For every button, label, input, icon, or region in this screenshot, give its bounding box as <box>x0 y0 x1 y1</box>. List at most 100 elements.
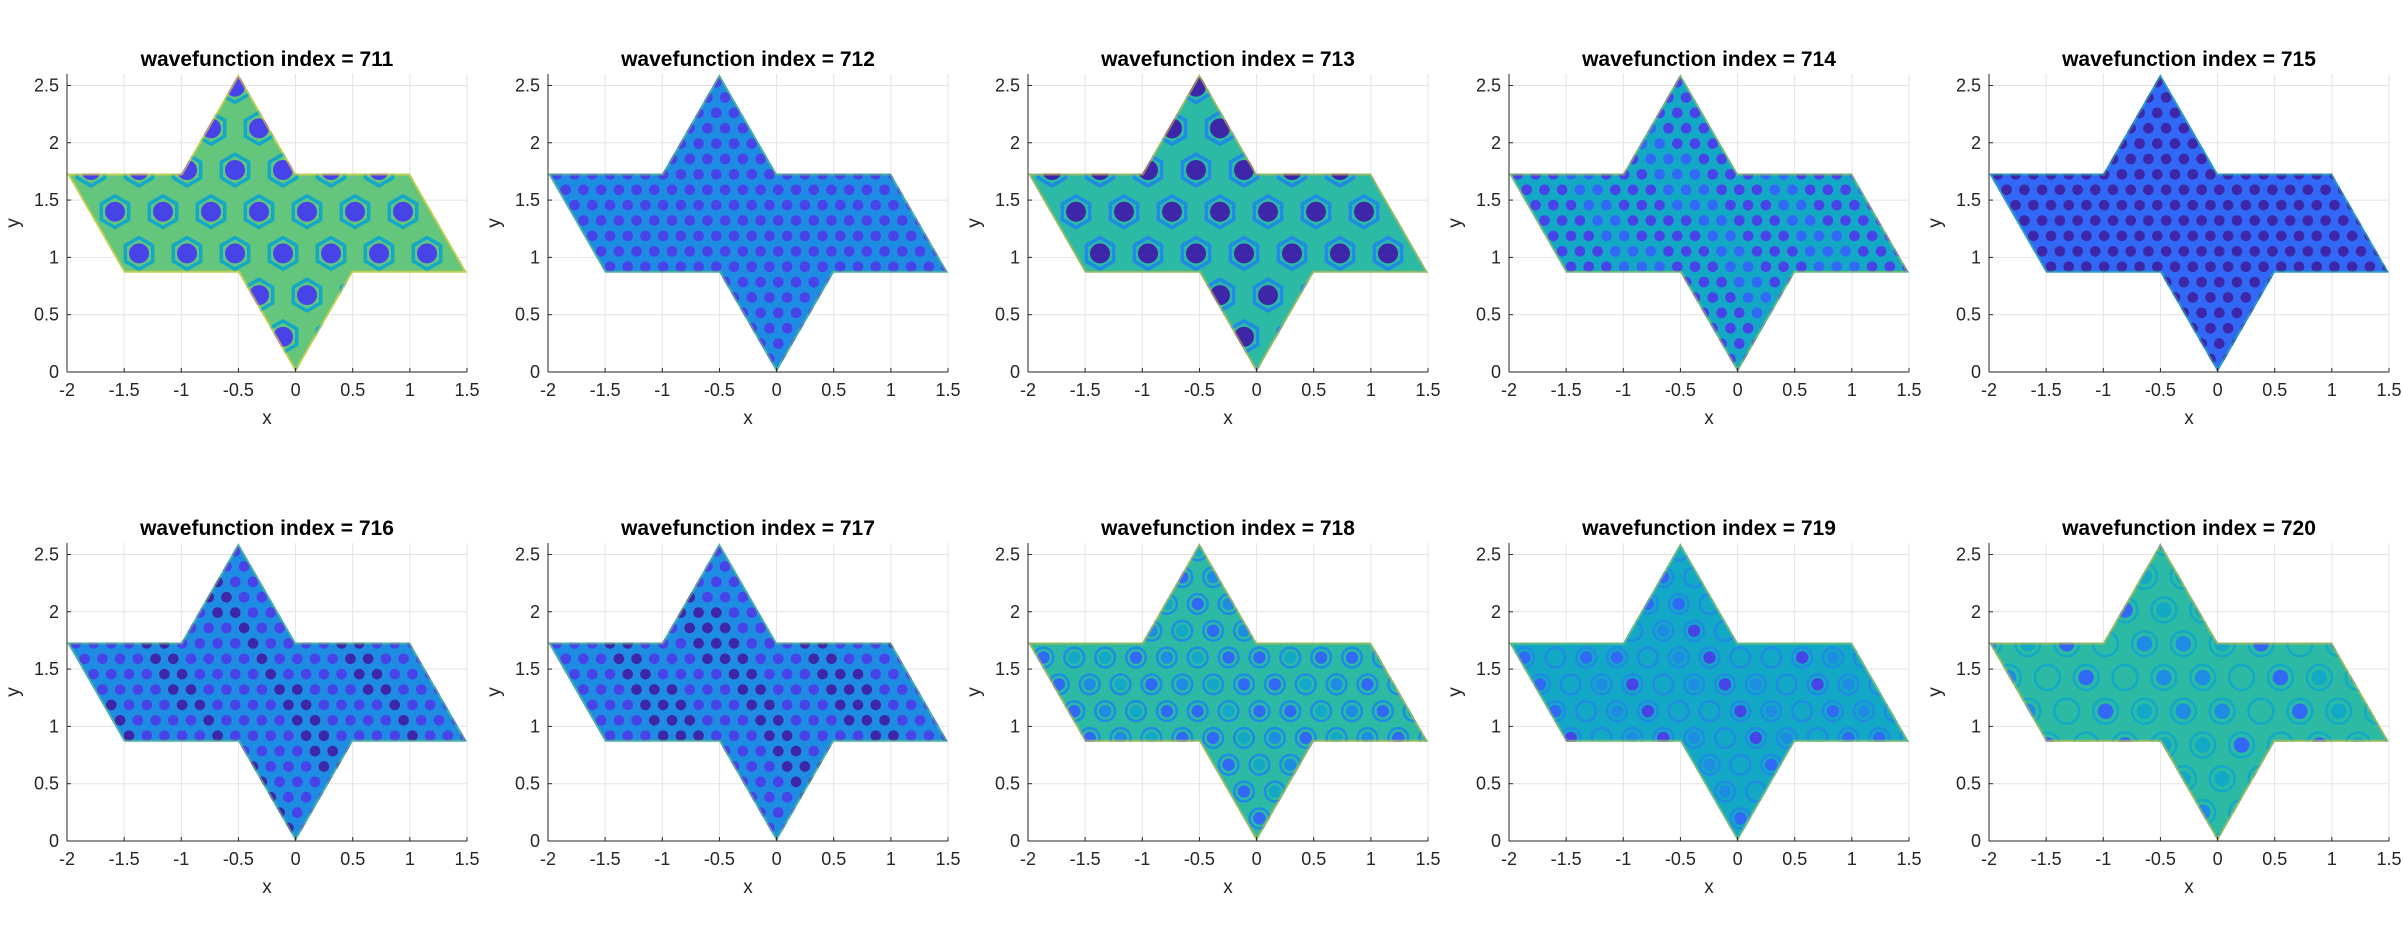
node-dot <box>1992 353 2004 365</box>
node-dot <box>1574 153 1586 165</box>
node-dot <box>817 791 828 803</box>
node-dot <box>578 838 589 841</box>
node-dot <box>834 322 846 334</box>
node-dot <box>398 745 409 757</box>
x-tick-label: 0 <box>1733 380 1743 400</box>
node-dot <box>1751 122 1763 134</box>
node-dot <box>2213 307 2225 319</box>
node-dot <box>1962 737 1978 753</box>
node-dot <box>1160 758 1174 771</box>
node-dot <box>2001 153 2013 165</box>
node-dot <box>2346 230 2358 242</box>
ring <box>1232 726 1256 750</box>
node-dot <box>675 730 687 741</box>
node-dot <box>631 807 642 818</box>
node-dot <box>1098 812 1112 825</box>
node-dot <box>991 839 1003 851</box>
node-dot <box>336 607 347 618</box>
node-dot <box>1330 570 1343 584</box>
node-dot <box>702 591 713 603</box>
node-dot <box>808 276 820 288</box>
node-dot <box>203 653 215 665</box>
node-dot <box>1354 201 1374 222</box>
hex-cell <box>1446 279 1473 311</box>
node-dot <box>2267 215 2278 226</box>
node-dot <box>693 169 704 180</box>
ring <box>1544 543 1567 562</box>
wavefunction-heatmap <box>67 530 467 841</box>
node-dot <box>2391 369 2402 380</box>
ring <box>1590 780 1613 803</box>
ring <box>2286 697 2314 725</box>
node-dot <box>1626 678 1639 691</box>
node-dot <box>2001 338 2013 349</box>
node-dot <box>1645 245 1657 257</box>
node-dot <box>1129 651 1143 664</box>
ring <box>1340 753 1364 776</box>
node-dot <box>1769 215 1781 226</box>
node-dot <box>702 684 713 695</box>
node-dot <box>1556 245 1568 257</box>
node-dot <box>2213 338 2225 349</box>
node-dot <box>622 822 634 834</box>
node-dot <box>79 530 90 541</box>
node-dot <box>256 745 268 757</box>
node-dot <box>896 369 908 372</box>
node-dot <box>746 668 758 680</box>
node-dot <box>959 853 970 864</box>
node-dot <box>896 714 908 726</box>
node-dot <box>843 838 855 841</box>
node-dot <box>327 653 339 665</box>
node-dot <box>2302 153 2314 165</box>
node-dot <box>879 61 890 72</box>
node-dot <box>2284 92 2296 103</box>
node-dot <box>737 369 749 372</box>
node-dot <box>424 576 436 588</box>
node-dot <box>657 822 669 834</box>
node-dot <box>229 761 241 772</box>
node-dot <box>318 576 330 588</box>
node-dot <box>905 261 917 272</box>
node-dot <box>1760 138 1772 149</box>
node-dot <box>1521 184 1533 196</box>
node-dot <box>318 699 330 711</box>
node-dot <box>834 791 846 803</box>
node-dot <box>273 410 293 430</box>
ring <box>2151 868 2176 893</box>
node-dot <box>465 76 467 97</box>
node-dot <box>799 822 811 834</box>
ring <box>1294 780 1317 803</box>
node-dot <box>1822 215 1834 226</box>
ring <box>1402 807 1425 830</box>
node-dot <box>2116 292 2128 303</box>
node-dot <box>764 322 775 334</box>
node-dot <box>1813 322 1825 334</box>
ring <box>1605 646 1629 669</box>
node-dot <box>225 326 245 347</box>
node-dot <box>648 153 660 165</box>
node-dot <box>843 369 855 372</box>
heatmap-background <box>1509 543 1909 841</box>
node-dot <box>640 353 651 365</box>
node-dot <box>1402 285 1422 306</box>
ring <box>1094 646 1117 669</box>
node-dot <box>2178 215 2190 226</box>
node-dot <box>710 730 722 741</box>
node-dot <box>525 684 536 695</box>
node-dot <box>702 653 713 665</box>
node-dot <box>578 369 589 372</box>
node-dot <box>2350 737 2366 753</box>
node-dot <box>2039 737 2056 753</box>
ring <box>1340 700 1364 723</box>
node-dot <box>693 822 704 834</box>
ring <box>1186 700 1209 723</box>
node-dot <box>150 807 161 818</box>
node-dot <box>194 576 206 588</box>
node-dot <box>2098 322 2110 334</box>
node-dot <box>1787 369 1798 372</box>
node-dot <box>861 622 873 634</box>
node-dot <box>808 122 820 134</box>
node-dot <box>1206 678 1220 691</box>
node-dot <box>710 699 722 711</box>
node-dot <box>1222 704 1235 718</box>
